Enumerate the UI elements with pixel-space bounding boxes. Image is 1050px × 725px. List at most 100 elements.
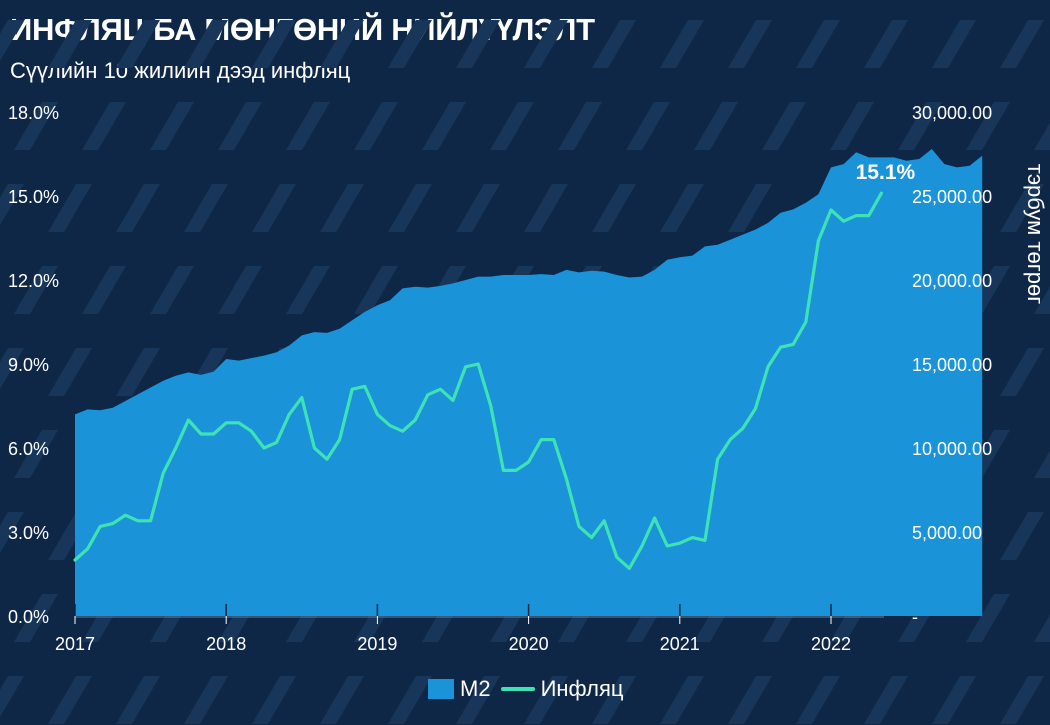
background-stripe [524,20,568,68]
background-stripe [932,20,976,68]
y-axis-left: 0.0% 3.0% 6.0% 9.0% 12.0% 15.0% 18.0% [8,103,59,627]
background-stripe [320,20,364,68]
background-stripe [1000,20,1044,68]
x-tick-label: 2017 [55,634,95,654]
background-stripe [830,102,874,150]
plot-area: 15.1% [73,149,983,622]
background-stripe [286,102,330,150]
background-stripe [626,102,670,150]
y-right-axis-label: тэрбум төгрөг [1023,164,1048,304]
background-stripe [490,102,534,150]
background-stripe [0,512,24,554]
background-stripe [14,430,58,478]
background-stripe [48,348,92,396]
background-stripe [354,266,398,314]
background-stripe [116,20,160,68]
background-stripe [0,676,24,718]
background-stripe [0,348,24,390]
background-stripe [660,184,704,232]
background-stripe [932,676,976,724]
y-axis-right: - 5,000.00 10,000.00 15,000.00 20,000.00 25,0… [912,103,1048,627]
background-stripe [796,676,840,724]
background-stripe [864,20,908,68]
background-stripe [150,266,194,314]
legend-label-m2: M2 [460,676,491,701]
background-stripe [728,184,772,232]
y-right-tick-label: - [912,607,918,627]
background-stripe [898,102,942,150]
background-stripe [388,676,432,724]
x-tick-label: 2019 [357,634,397,654]
series-line-inflation [73,191,884,571]
background-stripe [218,102,262,150]
background-stripe [388,184,432,232]
background-stripe [0,20,24,62]
background-stripe [1034,450,1050,478]
y-right-tick-label: 20,000.00 [912,271,992,291]
background-stripe [320,676,364,724]
background-stripe [286,266,330,314]
background-stripe [1000,184,1044,232]
background-stripe [116,676,160,724]
y-right-tick-label: 30,000.00 [912,103,992,123]
background-stripe [320,184,364,232]
x-tick-label: 2018 [206,634,246,654]
legend-swatch-m2 [428,679,454,699]
background-stripe [592,184,636,232]
background-stripe [660,676,704,724]
background-stripe [966,594,1010,642]
series-area-m2 [75,149,983,616]
y-right-tick-label: 25,000.00 [912,187,992,207]
background-stripe [1034,122,1050,150]
y-right-tick-label: 15,000.00 [912,355,992,375]
background-stripe [422,102,466,150]
background-stripe [354,102,398,150]
background-stripe [762,102,806,150]
y-left-tick-label: 0.0% [8,607,49,627]
background-stripe [14,594,58,642]
background-stripe [388,20,432,68]
y-right-tick-label: 10,000.00 [912,439,992,459]
background-stripe [966,102,1010,150]
y-left-tick-label: 12.0% [8,271,59,291]
background-stripe [116,184,160,232]
background-stripe [116,348,160,396]
background-stripe [728,20,772,68]
background-stripe [796,20,840,68]
legend-swatch-inflation [500,687,535,691]
background-stripe [728,676,772,724]
background-stripe [48,184,92,232]
background-stripe [864,676,908,724]
background-stripe [150,102,194,150]
background-stripe [218,266,262,314]
background-stripe [184,20,228,68]
background-stripe [694,102,738,150]
x-tick-label: 2022 [811,634,851,654]
background-stripe [1034,614,1050,642]
background-stripe [48,676,92,724]
y-left-tick-label: 15.0% [8,187,59,207]
background-stripe [0,184,24,226]
x-axis: 2017 2018 2019 2020 2021 2022 [55,616,884,654]
background-stripe [660,20,704,68]
y-left-tick-label: 6.0% [8,439,49,459]
background-stripe [1000,676,1044,724]
background-stripe [524,184,568,232]
x-tick-label: 2021 [660,634,700,654]
chart-title: ИНФЛЯЦ БА МӨНГӨНИЙ НИЙЛҮҮЛЭЛТ [10,12,595,47]
y-left-tick-label: 18.0% [8,103,59,123]
background-stripe [456,184,500,232]
legend-item-inflation: Инфляц [500,676,624,702]
background-stripe [252,676,296,724]
background-stripe [558,102,602,150]
background-stripe [184,676,228,724]
background-stripe [1034,286,1050,314]
background-stripe [14,102,58,150]
background-stripe [592,676,636,724]
background-stripe [82,102,126,150]
background-stripe [252,184,296,232]
background-stripe [252,20,296,68]
background-stripe [1000,348,1044,396]
y-left-tick-label: 9.0% [8,355,49,375]
